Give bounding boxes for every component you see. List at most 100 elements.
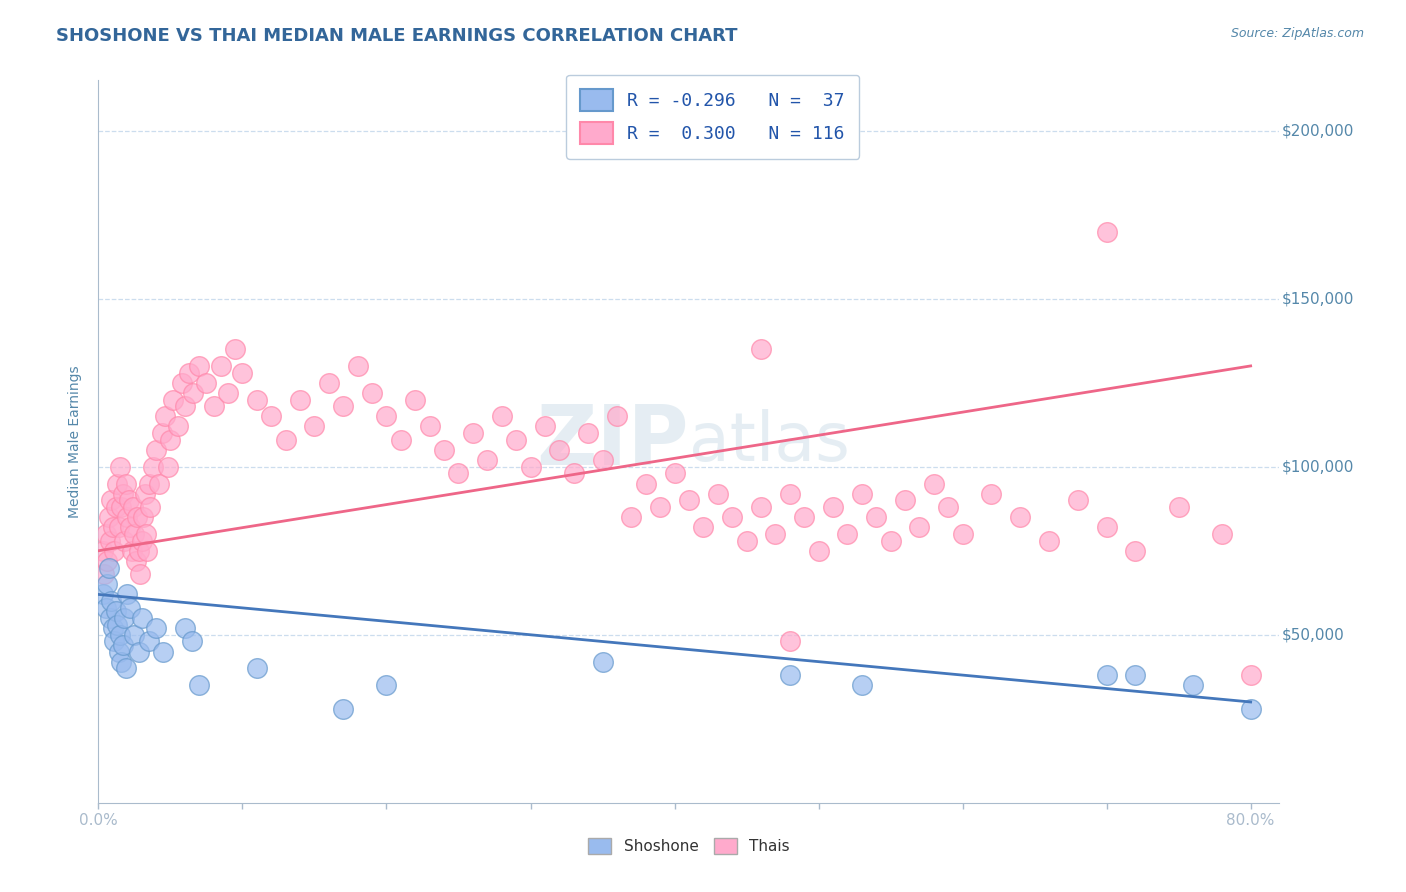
- Point: [124, 628, 146, 642]
- Point: [131, 533, 153, 548]
- Point: [346, 359, 368, 373]
- Point: [879, 533, 901, 548]
- Point: [145, 442, 167, 457]
- Point: [202, 399, 225, 413]
- Point: [1010, 510, 1032, 524]
- Point: [908, 520, 931, 534]
- Point: [139, 500, 162, 514]
- Point: [108, 459, 131, 474]
- Point: [318, 376, 340, 390]
- Point: [100, 493, 122, 508]
- Point: [195, 376, 218, 390]
- Point: [260, 409, 283, 424]
- Point: [132, 510, 155, 524]
- Point: [548, 442, 571, 457]
- Point: [98, 533, 121, 548]
- Point: [152, 644, 174, 658]
- Point: [166, 419, 188, 434]
- Text: $50,000: $50,000: [1282, 627, 1344, 642]
- Point: [98, 611, 121, 625]
- Point: [118, 493, 141, 508]
- Point: [735, 533, 758, 548]
- Text: atlas: atlas: [689, 409, 849, 475]
- Point: [93, 567, 115, 582]
- Point: [807, 543, 830, 558]
- Point: [115, 587, 138, 601]
- Point: [332, 399, 354, 413]
- Point: [112, 611, 135, 625]
- Point: [94, 600, 117, 615]
- Point: [837, 527, 859, 541]
- Point: [181, 634, 204, 648]
- Point: [129, 567, 152, 582]
- Point: [389, 433, 412, 447]
- Point: [763, 527, 786, 541]
- Point: [447, 467, 470, 481]
- Point: [1038, 533, 1060, 548]
- Point: [894, 493, 917, 508]
- Text: Source: ZipAtlas.com: Source: ZipAtlas.com: [1230, 27, 1364, 40]
- Point: [148, 476, 170, 491]
- Point: [274, 433, 297, 447]
- Point: [562, 467, 585, 481]
- Text: $100,000: $100,000: [1282, 459, 1354, 475]
- Point: [114, 661, 136, 675]
- Point: [115, 510, 138, 524]
- Point: [461, 426, 484, 441]
- Point: [779, 486, 801, 500]
- Point: [980, 486, 1002, 500]
- Point: [138, 634, 160, 648]
- Point: [851, 486, 873, 500]
- Point: [361, 385, 384, 400]
- Point: [851, 678, 873, 692]
- Point: [101, 621, 124, 635]
- Point: [96, 577, 118, 591]
- Point: [103, 634, 125, 648]
- Point: [91, 587, 114, 601]
- Point: [1067, 493, 1090, 508]
- Point: [952, 527, 974, 541]
- Point: [162, 392, 184, 407]
- Point: [1167, 500, 1189, 514]
- Point: [332, 702, 354, 716]
- Point: [94, 527, 117, 541]
- Point: [246, 661, 269, 675]
- Y-axis label: Median Male Earnings: Median Male Earnings: [69, 365, 83, 518]
- Point: [183, 385, 205, 400]
- Point: [105, 476, 128, 491]
- Point: [104, 604, 127, 618]
- Point: [170, 376, 193, 390]
- Point: [97, 510, 120, 524]
- Point: [922, 476, 945, 491]
- Point: [634, 476, 657, 491]
- Point: [107, 520, 129, 534]
- Point: [188, 678, 211, 692]
- Point: [534, 419, 557, 434]
- Point: [156, 459, 179, 474]
- Point: [112, 533, 135, 548]
- Point: [127, 510, 149, 524]
- Point: [288, 392, 311, 407]
- Text: ZIP: ZIP: [537, 401, 689, 482]
- Point: [224, 342, 246, 356]
- Point: [124, 527, 146, 541]
- Point: [173, 399, 195, 413]
- Point: [96, 554, 118, 568]
- Point: [779, 634, 801, 648]
- Point: [749, 500, 772, 514]
- Point: [105, 617, 128, 632]
- Point: [1125, 668, 1147, 682]
- Point: [576, 426, 599, 441]
- Point: [419, 419, 441, 434]
- Point: [519, 459, 541, 474]
- Point: [375, 678, 398, 692]
- Point: [650, 500, 672, 514]
- Point: [145, 621, 167, 635]
- Point: [246, 392, 269, 407]
- Point: [153, 409, 176, 424]
- Point: [121, 543, 143, 558]
- Point: [592, 453, 614, 467]
- Point: [606, 409, 628, 424]
- Point: [128, 644, 150, 658]
- Point: [128, 543, 150, 558]
